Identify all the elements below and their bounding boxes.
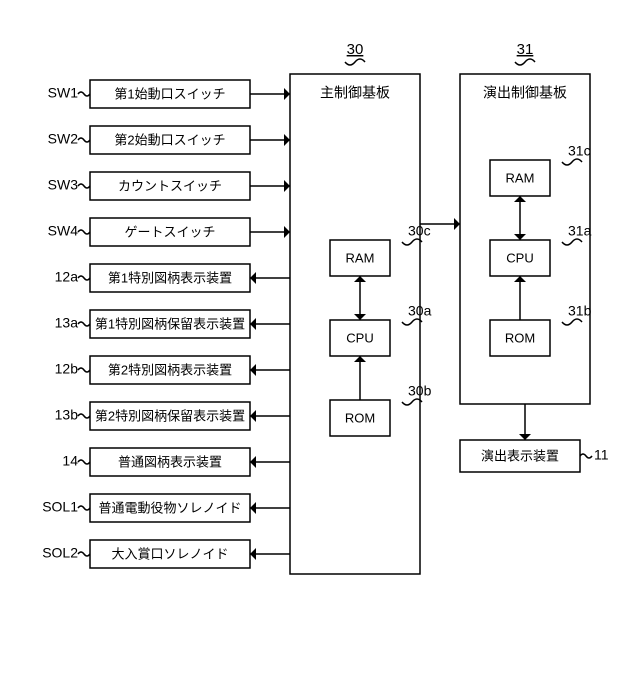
- left-box-label: 第2特別図柄保留表示装置: [95, 408, 245, 423]
- main-ram-label: RAM: [346, 250, 375, 265]
- left-box-label: 第1始動口スイッチ: [114, 86, 225, 101]
- sub-rom-ref: 31b: [568, 303, 592, 319]
- left-box-label: 普通電動役物ソレノイド: [98, 500, 241, 515]
- left-box-label: 第2始動口スイッチ: [114, 132, 225, 147]
- output-box-label: 演出表示装置: [481, 448, 559, 463]
- left-ref-label: 12b: [55, 361, 79, 377]
- left-item: 第2特別図柄保留表示装置 13b: [55, 402, 290, 430]
- left-ref-label: 13a: [55, 315, 79, 331]
- sub-rom-label: ROM: [505, 330, 535, 345]
- left-item: 第1特別図柄保留表示装置 13a: [55, 310, 290, 338]
- main-board-title: 主制御基板: [320, 85, 390, 101]
- left-box-label: 普通図柄表示装置: [118, 454, 222, 469]
- output-box-group: 演出表示装置 11: [460, 404, 609, 472]
- left-item: 大入賞口ソレノイド SOL2: [42, 540, 290, 568]
- left-item: 第1始動口スイッチ SW1: [48, 80, 290, 108]
- left-item: ゲートスイッチ SW4: [48, 218, 290, 246]
- sub-board: 演出制御基板 31 RAM 31c CPU 31a ROM 31b: [460, 41, 592, 404]
- left-item: 普通電動役物ソレノイド SOL1: [42, 494, 290, 522]
- left-item: 普通図柄表示装置 14: [62, 448, 290, 476]
- main-board-ref: 30: [347, 41, 364, 58]
- main-cpu-ref: 30a: [408, 303, 432, 319]
- left-ref-label: 14: [62, 453, 78, 469]
- left-ref-label: 12a: [55, 269, 79, 285]
- left-ref-label: SW1: [48, 85, 79, 101]
- left-ref-label: SW2: [48, 131, 79, 147]
- main-rom-ref: 30b: [408, 383, 432, 399]
- main-rom-label: ROM: [345, 410, 375, 425]
- left-ref-label: SW4: [48, 223, 79, 239]
- sub-cpu-label: CPU: [506, 250, 533, 265]
- left-item: 第2特別図柄表示装置 12b: [55, 356, 290, 384]
- left-ref-label: SW3: [48, 177, 79, 193]
- output-box-ref: 11: [594, 447, 609, 463]
- main-board: 主制御基板 30 RAM 30c CPU 30a ROM 30b: [290, 41, 432, 574]
- left-box-label: 第2特別図柄表示装置: [108, 362, 232, 377]
- sub-ram-ref: 31c: [568, 143, 591, 159]
- left-box-label: 第1特別図柄保留表示装置: [95, 316, 245, 331]
- left-ref-label: SOL1: [42, 499, 78, 515]
- left-box-label: カウントスイッチ: [118, 178, 222, 193]
- left-box-label: 大入賞口ソレノイド: [111, 546, 228, 561]
- diagram-canvas: 第1始動口スイッチ SW1 第2始動口スイッチ SW2 カウントスイッチ SW3 ゲートスイ…: [0, 0, 640, 678]
- sub-board-ref: 31: [517, 41, 534, 58]
- left-item: 第2始動口スイッチ SW2: [48, 126, 290, 154]
- left-item: カウントスイッチ SW3: [48, 172, 290, 200]
- left-ref-label: 13b: [55, 407, 79, 423]
- sub-cpu-ref: 31a: [568, 223, 592, 239]
- main-ram-ref: 30c: [408, 223, 431, 239]
- left-box-label: 第1特別図柄表示装置: [108, 270, 232, 285]
- main-cpu-label: CPU: [346, 330, 373, 345]
- left-item: 第1特別図柄表示装置 12a: [55, 264, 290, 292]
- left-ref-label: SOL2: [42, 545, 78, 561]
- sub-board-title: 演出制御基板: [483, 85, 567, 101]
- sub-ram-label: RAM: [506, 170, 535, 185]
- left-box-label: ゲートスイッチ: [124, 224, 215, 239]
